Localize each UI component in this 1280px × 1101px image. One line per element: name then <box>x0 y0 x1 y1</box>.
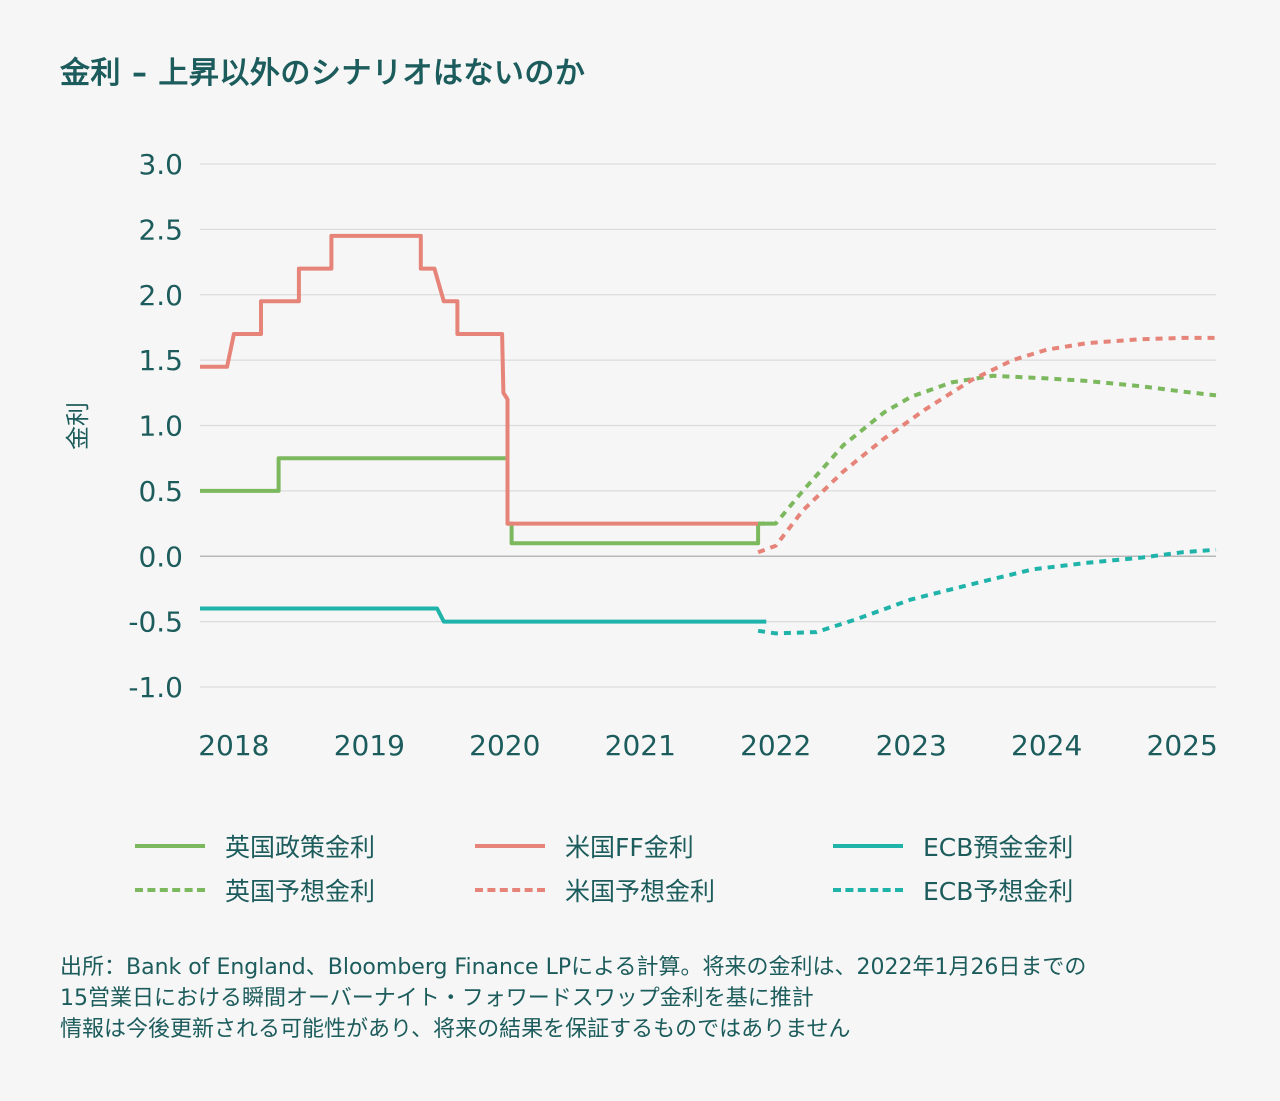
chart-series <box>200 233 1217 636</box>
legend-swatch <box>833 844 903 848</box>
y-axis-ticks: 3.0 2.5 2.0 1.5 1.0 0.5 0.0 -0.5 -1.0 <box>128 148 183 704</box>
y-tick-label: 2.5 <box>138 213 183 246</box>
chart-grid <box>200 163 1216 688</box>
legend-swatch <box>475 888 545 892</box>
series-line <box>757 335 1216 555</box>
legend-label: 英国政策金利 <box>225 833 376 862</box>
y-tick-label: 0.5 <box>138 475 183 508</box>
legend-item: 米国予想金利 <box>475 872 715 908</box>
y-tick-label: -0.5 <box>128 606 183 639</box>
legend-item: 米国FF金利 <box>475 828 694 864</box>
x-tick-label: 2022 <box>740 729 811 762</box>
source-line-1: 出所：Bank of England、Bloomberg Finance LPに… <box>60 955 1087 980</box>
x-tick-label: 2025 <box>1147 729 1218 762</box>
y-tick-label: 1.5 <box>138 344 183 377</box>
chart-title: 金利 – 上昇以外のシナリオはないのか <box>60 56 586 91</box>
x-axis-ticks: 2018 2019 2020 2021 2022 2023 2024 2025 <box>198 729 1218 762</box>
series-line <box>200 233 759 526</box>
y-axis-label: 金利 <box>64 402 92 450</box>
x-tick-label: 2023 <box>876 729 947 762</box>
x-tick-label: 2019 <box>334 729 405 762</box>
legend-item: 英国予想金利 <box>135 872 375 908</box>
legend-label: 英国予想金利 <box>225 877 376 906</box>
source-line-2: 15営業日における瞬間オーバーナイト・フォワードスワップ金利を基に推計 <box>60 986 814 1011</box>
series-line <box>200 456 772 546</box>
legend-label: 米国予想金利 <box>565 877 716 906</box>
legend-item: ECB預金金利 <box>833 828 1073 864</box>
y-tick-label: 0.0 <box>138 540 183 573</box>
y-tick-label: 2.0 <box>138 279 183 312</box>
x-tick-label: 2021 <box>605 729 676 762</box>
y-tick-label: 3.0 <box>138 148 183 181</box>
source-note: 出所：Bank of England、Bloomberg Finance LPに… <box>60 952 1086 1045</box>
legend-swatch <box>475 844 545 848</box>
legend-item: 英国政策金利 <box>135 828 375 864</box>
chart-legend: 英国政策金利 米国FF金利 ECB預金金利英国予想金利 米国予想金利 ECB予想金利 <box>135 828 1135 918</box>
legend-label: ECB予想金利 <box>923 877 1074 906</box>
y-tick-label: 1.0 <box>138 410 183 443</box>
legend-item: ECB予想金利 <box>833 872 1073 908</box>
series-line <box>200 606 767 624</box>
y-tick-label: -1.0 <box>128 671 183 704</box>
legend-swatch <box>135 844 205 848</box>
x-tick-label: 2018 <box>198 729 269 762</box>
legend-swatch <box>833 888 903 892</box>
source-line-3: 情報は今後更新される可能性があり、将来の結果を保証するものではありません <box>60 1017 851 1042</box>
legend-label: 米国FF金利 <box>565 833 694 862</box>
legend-label: ECB預金金利 <box>923 833 1074 862</box>
legend-swatch <box>135 888 205 892</box>
line-chart: 3.02.52.01.51.00.50.0-0.5-1.0 2018 2019 20… <box>64 148 1218 762</box>
x-tick-label: 2024 <box>1011 729 1082 762</box>
series-line <box>758 373 1217 526</box>
series-line <box>757 547 1217 636</box>
x-tick-label: 2020 <box>469 729 540 762</box>
